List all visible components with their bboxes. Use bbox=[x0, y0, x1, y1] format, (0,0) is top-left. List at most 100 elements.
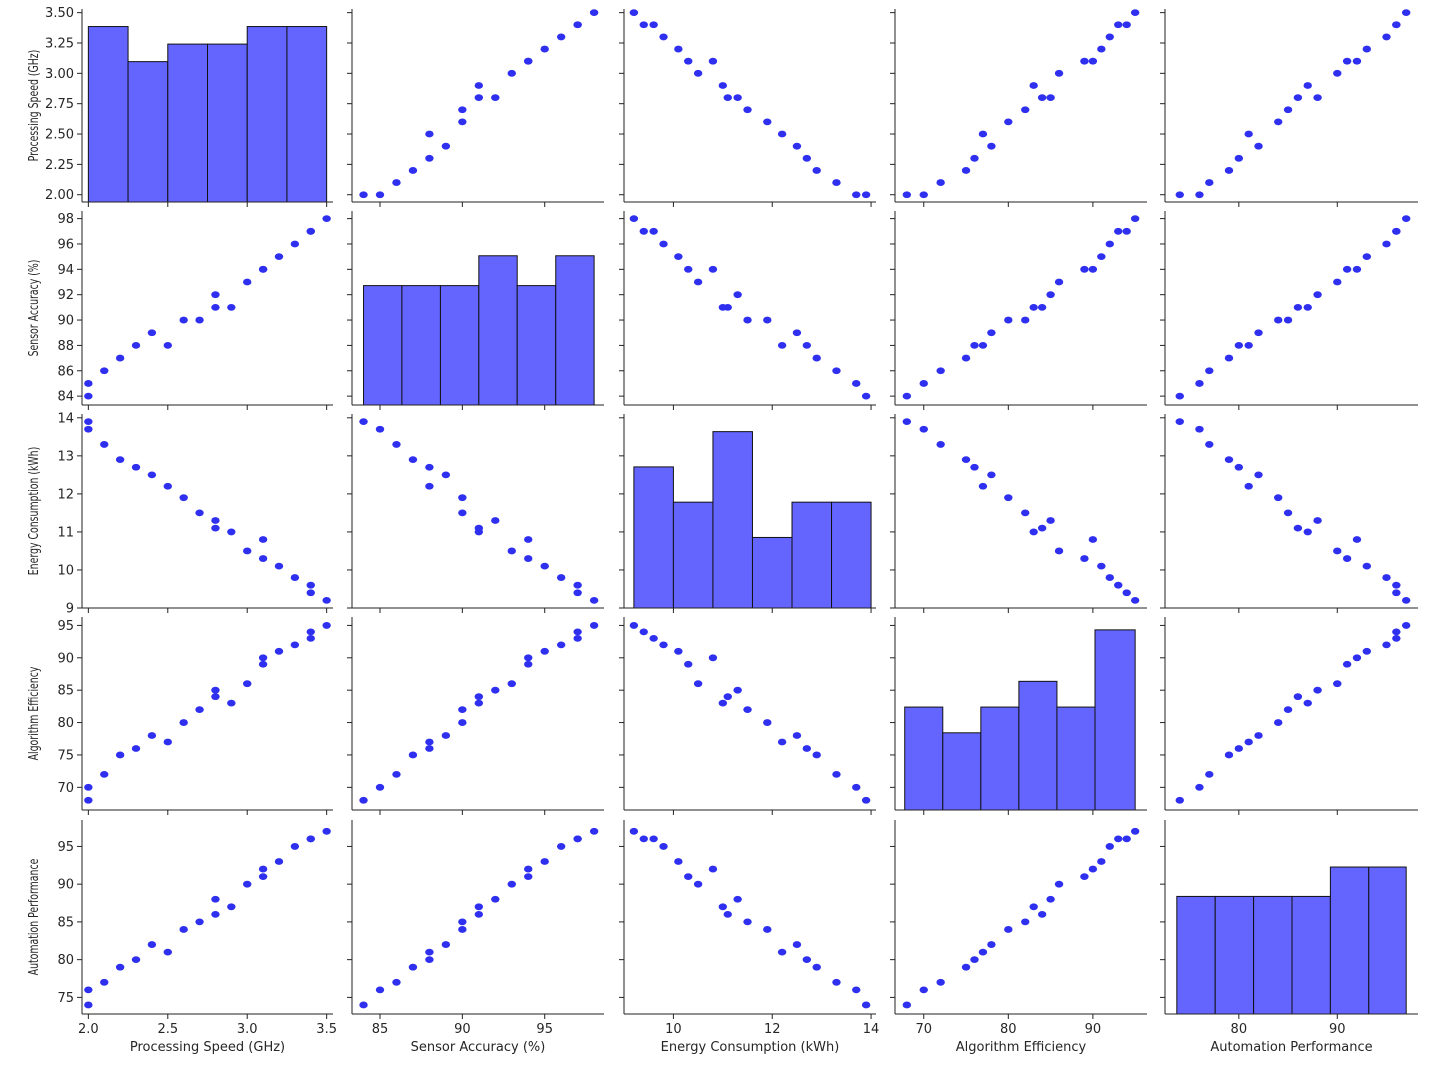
scatter-point-ec-ps-4 bbox=[131, 463, 141, 471]
scatter-point-ap-ae-11 bbox=[1029, 903, 1038, 911]
scatter-point-ps-ae-2 bbox=[936, 179, 945, 186]
scatter-point-sa-ae-16 bbox=[1105, 240, 1114, 248]
scatter-point-ae-ap-18 bbox=[1392, 628, 1401, 636]
y-tick-label: 2.75 bbox=[45, 97, 74, 112]
scatter-point-ap-ps-10 bbox=[211, 910, 220, 918]
scatter-point-ps-ap-1 bbox=[1195, 191, 1204, 199]
x-tick-label: 10 bbox=[665, 1022, 682, 1037]
scatter-point-ps-ae-4 bbox=[970, 154, 979, 162]
scatter-point-ps-ec-1 bbox=[852, 191, 861, 199]
hist-bar-ps-2 bbox=[167, 43, 208, 203]
scatter-point-ps-ec-10 bbox=[723, 94, 732, 102]
scatter-point-ae-ps-8 bbox=[195, 706, 204, 714]
scatter-point-ae-ps-4 bbox=[131, 745, 141, 752]
y-axis-label: Processing Speed (GHz) bbox=[25, 50, 41, 162]
scatter-point-ec-ae-16 bbox=[1105, 574, 1114, 581]
y-tick-label: 3.50 bbox=[45, 6, 74, 21]
scatter-point-ps-sa-6 bbox=[425, 130, 434, 138]
scatter-point-ap-ps-15 bbox=[274, 858, 284, 865]
scatter-point-ae-ec-1 bbox=[852, 783, 861, 791]
scatter-point-ap-ps-12 bbox=[243, 880, 252, 888]
scatter-point-ec-ae-14 bbox=[1080, 555, 1089, 562]
scatter-point-ap-sa-13 bbox=[524, 865, 533, 873]
scatter-point-sa-ae-5 bbox=[987, 329, 996, 337]
scatter-point-ps-ap-9 bbox=[1313, 94, 1322, 102]
scatter-point-ec-ps-14 bbox=[258, 555, 268, 562]
scatter-point-ec-ae-9 bbox=[1046, 517, 1055, 524]
y-tick-label: 2.50 bbox=[45, 128, 74, 143]
scatter-point-ec-ps-16 bbox=[290, 574, 300, 581]
scatter-point-ec-ap-10 bbox=[1293, 524, 1303, 532]
scatter-point-ps-ap-8 bbox=[1283, 106, 1293, 114]
scatter-point-ps-ec-8 bbox=[743, 106, 752, 114]
scatter-point-ec-sa-3 bbox=[408, 456, 418, 464]
scatter-point-ec-ae-19 bbox=[1130, 596, 1140, 604]
scatter-point-ap-ps-1 bbox=[84, 986, 93, 994]
scatter-point-ae-ps-1 bbox=[84, 783, 93, 791]
scatter-point-sa-ap-6 bbox=[1244, 342, 1253, 349]
scatter-point-ap-ec-17 bbox=[649, 835, 658, 843]
scatter-point-ps-sa-4 bbox=[425, 154, 434, 162]
scatter-point-ap-ps-7 bbox=[179, 926, 188, 933]
scatter-point-ps-sa-11 bbox=[474, 82, 484, 89]
scatter-point-ap-sa-11 bbox=[474, 903, 484, 911]
y-tick-label: 70 bbox=[57, 781, 74, 796]
y-tick-label: 96 bbox=[57, 237, 74, 252]
scatter-point-ap-ec-9 bbox=[733, 895, 742, 903]
scatter-point-sa-ap-3 bbox=[1224, 354, 1234, 362]
scatter-point-ap-ps-3 bbox=[115, 963, 125, 971]
scatter-point-ec-ap-2 bbox=[1205, 441, 1214, 448]
scatter-point-sa-ps-6 bbox=[163, 342, 172, 349]
scatter-point-sa-ec-13 bbox=[708, 265, 718, 273]
scatter-point-ps-ec-7 bbox=[763, 118, 772, 126]
scatter-point-ae-sa-7 bbox=[458, 719, 467, 726]
scatter-point-ps-ap-10 bbox=[1293, 94, 1303, 102]
scatter-point-ap-sa-6 bbox=[425, 948, 434, 956]
scatter-point-ae-ec-7 bbox=[763, 719, 772, 726]
scatter-point-ap-ec-4 bbox=[802, 956, 812, 964]
scatter-point-ae-ap-1 bbox=[1195, 783, 1204, 791]
scatter-point-ec-sa-7 bbox=[458, 494, 467, 502]
scatter-point-sa-ec-1 bbox=[852, 380, 861, 387]
scatter-point-ec-ap-19 bbox=[1401, 596, 1411, 604]
scatter-point-sa-ec-3 bbox=[812, 354, 821, 362]
scatter-point-ap-ps-5 bbox=[147, 941, 157, 948]
scatter-point-ap-ae-8 bbox=[1021, 918, 1030, 926]
y-tick-label: 12 bbox=[57, 487, 74, 502]
scatter-point-ae-ap-13 bbox=[1352, 654, 1362, 662]
scatter-point-ec-ae-7 bbox=[1004, 494, 1013, 502]
scatter-point-ap-ps-11 bbox=[227, 903, 236, 911]
scatter-point-ec-ae-3 bbox=[961, 456, 971, 464]
scatter-point-ap-ps-6 bbox=[163, 948, 172, 956]
scatter-point-sa-ap-9 bbox=[1313, 291, 1322, 299]
scatter-point-ps-ec-14 bbox=[684, 57, 693, 65]
scatter-point-sa-ps-11 bbox=[227, 303, 236, 311]
scatter-point-ap-ae-1 bbox=[919, 986, 928, 994]
scatter-point-ps-ae-16 bbox=[1105, 33, 1114, 41]
scatter-point-ec-sa-4 bbox=[425, 463, 434, 471]
scatter-point-ps-ae-14 bbox=[1080, 57, 1089, 65]
scatter-point-ps-sa-3 bbox=[408, 167, 418, 174]
scatter-point-ae-ec-4 bbox=[802, 745, 812, 752]
scatter-point-ps-ap-18 bbox=[1392, 21, 1401, 29]
scatter-point-ps-ae-6 bbox=[978, 130, 988, 138]
scatter-point-ap-ec-12 bbox=[693, 880, 703, 888]
scatter-point-sa-ae-12 bbox=[1054, 278, 1064, 286]
scatter-point-ps-ap-3 bbox=[1224, 167, 1234, 174]
y-axis-label: Automation Performance bbox=[25, 859, 41, 976]
scatter-point-ec-ae-13 bbox=[1088, 536, 1098, 543]
scatter-point-sa-ap-10 bbox=[1293, 303, 1303, 311]
hist-bar-sa-2 bbox=[439, 285, 480, 406]
scatter-point-sa-ec-12 bbox=[693, 278, 703, 286]
scatter-point-ps-sa-10 bbox=[474, 94, 484, 102]
scatter-point-ps-sa-18 bbox=[573, 21, 582, 29]
scatter-point-ae-sa-4 bbox=[425, 745, 434, 752]
scatter-point-sa-ap-16 bbox=[1382, 240, 1391, 248]
scatter-point-ae-sa-0 bbox=[359, 796, 368, 804]
scatter-point-ps-ec-0 bbox=[861, 191, 871, 199]
scatter-point-ps-ae-5 bbox=[987, 142, 996, 150]
scatter-point-ec-ap-11 bbox=[1303, 528, 1312, 536]
scatter-point-ps-sa-12 bbox=[507, 69, 516, 77]
